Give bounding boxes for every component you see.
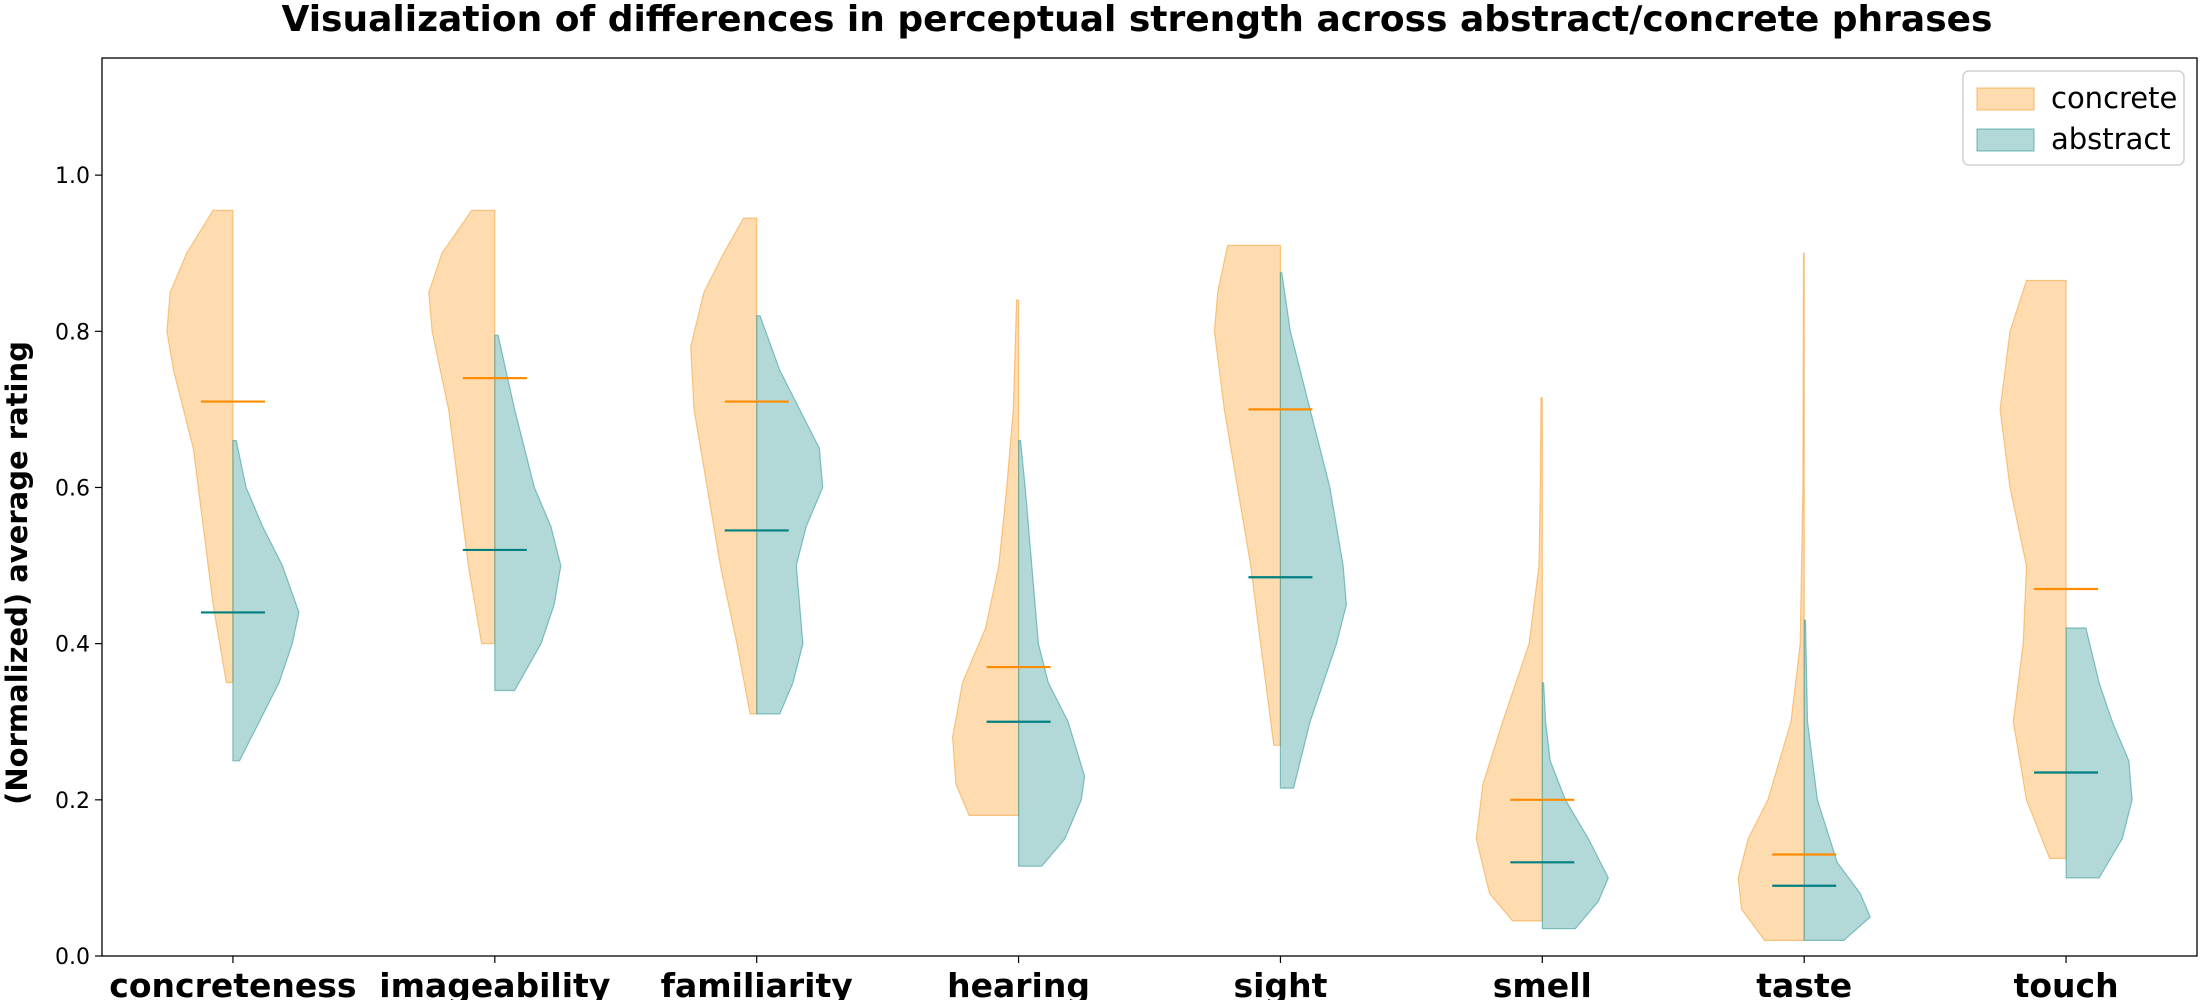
violin-abstract-hearing — [1018, 440, 1086, 867]
violin-abstract-taste — [1803, 619, 1871, 941]
violin-concrete-familiarity — [690, 217, 758, 715]
x-tick-label: hearing — [947, 966, 1090, 1000]
x-tick-label: concreteness — [109, 966, 356, 1000]
y-tick-label: 1.0 — [55, 164, 90, 189]
violin-abstract-imageability — [494, 334, 562, 692]
medians-layer — [200, 377, 2099, 887]
x-tick-label: smell — [1493, 966, 1592, 1000]
violin-concrete-concreteness — [166, 209, 234, 684]
y-axis: 0.0 0.2 0.4 0.6 0.8 1.0 — [55, 164, 102, 970]
legend-label-abstract: abstract — [2051, 122, 2171, 156]
y-tick-label: 0.8 — [55, 320, 90, 345]
x-tick-label: touch — [2014, 966, 2119, 1000]
violin-abstract-smell — [1541, 682, 1609, 930]
legend: concrete abstract — [1962, 70, 2185, 166]
x-tick-label: taste — [1756, 966, 1852, 1000]
y-tick-label: 0.0 — [55, 945, 90, 970]
chart-title: Visualization of differences in perceptu… — [281, 0, 1992, 40]
x-tick-label: imageability — [379, 966, 610, 1000]
violin-concrete-sight — [1213, 244, 1281, 746]
legend-label-concrete: concrete — [2051, 81, 2177, 115]
violin-abstract-sight — [1279, 272, 1348, 789]
legend-swatch-abstract — [1976, 128, 2035, 152]
violin-concrete-hearing — [951, 299, 1020, 816]
plot-frame — [101, 57, 2198, 957]
violin-concrete-imageability — [428, 209, 496, 645]
violin-concrete-taste — [1737, 252, 1805, 941]
x-tick-label: sight — [1234, 966, 1328, 1000]
x-tick-label: familiarity — [661, 966, 853, 1000]
violin-abstract-concreteness — [232, 440, 300, 762]
violin-abstract-familiarity — [756, 315, 824, 715]
y-tick-label: 0.6 — [55, 476, 90, 501]
violin-concrete-touch — [1999, 279, 2067, 859]
violin-abstract-touch — [2065, 627, 2133, 879]
violins-layer — [166, 209, 2133, 941]
x-axis: concreteness imageability familiarity heari… — [109, 956, 2119, 1005]
violin-concrete-smell — [1475, 397, 1543, 922]
y-tick-label: 0.2 — [55, 789, 90, 814]
y-tick-label: 0.4 — [55, 633, 90, 658]
legend-swatch-concrete — [1976, 87, 2035, 111]
y-axis-label: (Normalized) average rating — [0, 341, 34, 805]
